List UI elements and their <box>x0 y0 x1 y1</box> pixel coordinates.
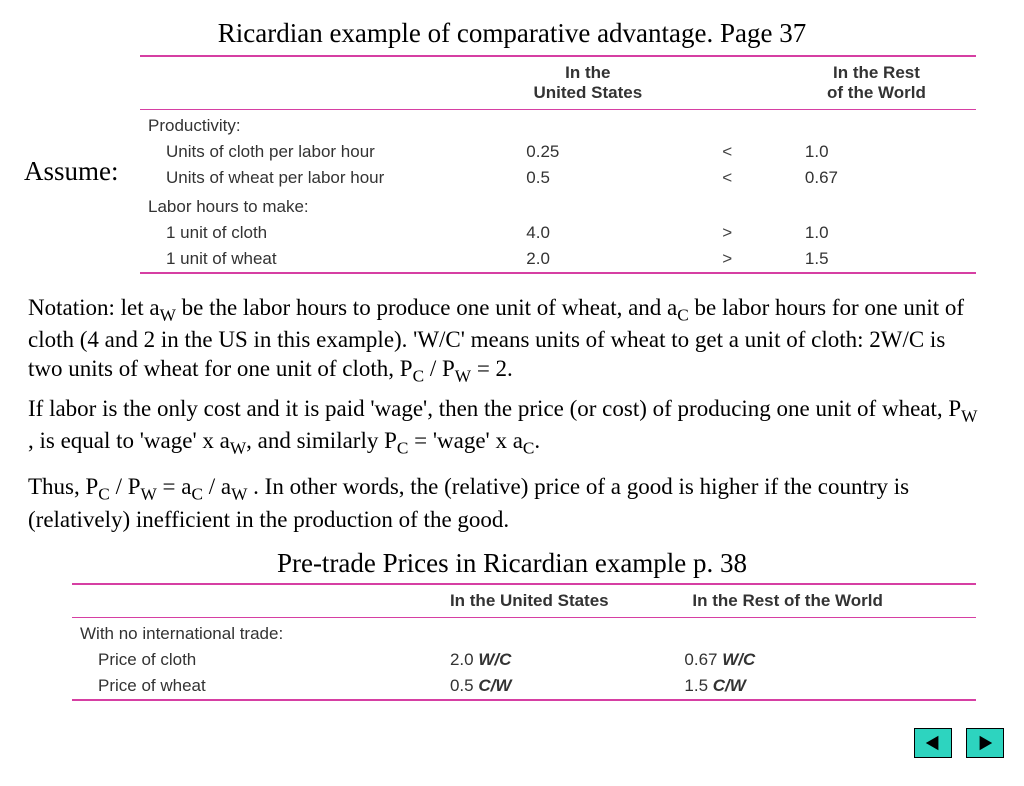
notation-paragraphs: Notation: let aW be the labor hours to p… <box>28 294 984 534</box>
col-header-us: In the United States <box>422 584 684 618</box>
paragraph-notation: Notation: let aW be the labor hours to p… <box>28 294 984 387</box>
col-header-row: In the Rest of the World <box>684 584 976 618</box>
section-notrade: With no international trade: <box>72 618 976 648</box>
paragraph-labor: If labor is the only cost and it is paid… <box>28 395 984 459</box>
triangle-right-icon <box>976 734 994 752</box>
table-row: Units of cloth per labor hour 0.25 < 1.0 <box>140 139 976 165</box>
section-laborhours: Labor hours to make: <box>140 191 976 220</box>
col-header-row: In the Rest of the World <box>777 56 976 110</box>
productivity-table: In the United States In the Rest of the … <box>140 55 976 274</box>
next-slide-button[interactable] <box>966 728 1004 758</box>
table-row: Units of wheat per labor hour 0.5 < 0.67 <box>140 165 976 191</box>
table-row: Price of cloth 2.0 W/C 0.67 W/C <box>72 647 976 673</box>
assume-label: Assume: <box>24 156 119 187</box>
paragraph-thus: Thus, PC / PW = aC / aW . In other words… <box>28 473 984 534</box>
prev-slide-button[interactable] <box>914 728 952 758</box>
triangle-left-icon <box>924 734 942 752</box>
col-header-us: In the United States <box>498 56 677 110</box>
table-row: Price of wheat 0.5 C/W 1.5 C/W <box>72 673 976 700</box>
section-productivity: Productivity: <box>140 110 976 140</box>
pretrade-table: In the United States In the Rest of the … <box>72 583 976 701</box>
table-row: 1 unit of cloth 4.0 > 1.0 <box>140 220 976 246</box>
page-title: Ricardian example of comparative advanta… <box>0 18 1024 49</box>
table-row: 1 unit of wheat 2.0 > 1.5 <box>140 246 976 273</box>
subtitle: Pre-trade Prices in Ricardian example p.… <box>0 548 1024 579</box>
